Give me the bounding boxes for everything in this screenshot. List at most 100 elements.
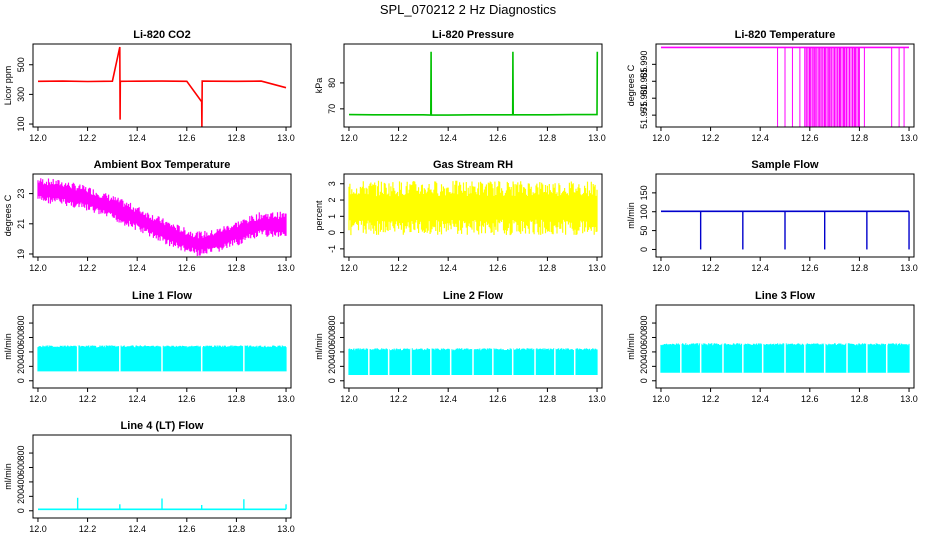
y-tick-label: 19 (16, 249, 26, 259)
panel-title-pressure: Li-820 Pressure (432, 29, 514, 41)
y-axis-label-line3: ml/min (626, 333, 636, 360)
x-tick-label: 12.0 (652, 263, 670, 273)
figure-title: SPL_070212 2 Hz Diagnostics (379, 2, 557, 17)
x-tick-label: 12.6 (178, 263, 196, 273)
y-axis-label-line4: ml/min (3, 463, 13, 490)
panel-title-box_temp: Ambient Box Temperature (94, 159, 231, 171)
x-tick-label: 12.0 (29, 524, 47, 534)
data-series-pressure (348, 51, 599, 116)
y-axis-label-licor_temp: degrees C (626, 64, 636, 106)
x-tick-label: 12.2 (390, 263, 408, 273)
y-tick-label: 0 (327, 230, 337, 235)
x-tick-label: 12.4 (439, 133, 457, 143)
noise-band-rh (348, 180, 598, 236)
x-tick-label: 12.0 (340, 263, 358, 273)
plot-frame-box_temp (32, 173, 292, 258)
x-tick-label: 13.0 (588, 394, 606, 404)
x-tick-label: 13.0 (900, 133, 918, 143)
y-tick-label: 51.980 (639, 84, 649, 112)
panel-title-licor_temp: Li-820 Temperature (735, 29, 836, 41)
x-tick-label: 13.0 (277, 133, 295, 143)
y-tick-label: 150 (639, 185, 649, 200)
plot-frame-rh (343, 173, 603, 258)
data-series-line4 (38, 497, 287, 511)
data-series-licor_temp (661, 46, 909, 127)
x-tick-label: 13.0 (900, 263, 918, 273)
x-tick-label: 12.2 (390, 394, 408, 404)
x-tick-label: 12.8 (539, 133, 557, 143)
x-tick-label: 12.8 (228, 524, 246, 534)
y-tick-label: 100 (639, 204, 649, 219)
x-tick-label: 12.8 (851, 263, 869, 273)
y-tick-label: 600 (327, 330, 337, 345)
data-series-co2 (37, 46, 287, 128)
panel-title-rh: Gas Stream RH (433, 159, 513, 171)
x-tick-label: 12.4 (128, 133, 146, 143)
x-tick-label: 12.0 (340, 394, 358, 404)
x-tick-label: 12.2 (702, 133, 720, 143)
y-tick-label: 800 (327, 316, 337, 331)
x-tick-label: 13.0 (588, 263, 606, 273)
y-tick-label: 300 (16, 87, 26, 102)
y-tick-label: 0 (16, 378, 26, 383)
panel-sample_flow: Sample Flow 12.0 12.2 12.4 12.6 12.8 13.0 0 50 10… (626, 159, 918, 273)
y-tick-label: 3 (327, 181, 337, 186)
series-line-co2 (37, 46, 287, 128)
x-tick-label: 13.0 (900, 394, 918, 404)
y-tick-label: 200 (16, 489, 26, 504)
x-tick-label: 12.6 (178, 394, 196, 404)
x-tick-label: 12.8 (228, 394, 246, 404)
x-tick-label: 12.4 (128, 263, 146, 273)
panel-line4: Line 4 (LT) Flow 12.0 12.2 12.4 12.6 12.8 13.0… (3, 420, 295, 534)
y-tick-label: 400 (327, 344, 337, 359)
y-tick-label: 51.985 (639, 67, 649, 95)
x-tick-label: 12.6 (178, 133, 196, 143)
panel-title-line4: Line 4 (LT) Flow (121, 420, 204, 432)
noise-band-box_temp (37, 178, 287, 256)
x-tick-label: 12.2 (702, 394, 720, 404)
y-tick-label: 600 (639, 330, 649, 345)
panel-title-co2: Li-820 CO2 (133, 29, 190, 41)
y-axis-label-pressure: kPa (314, 78, 324, 94)
x-tick-label: 12.6 (801, 394, 819, 404)
panel-box_temp: Ambient Box Temperature 12.0 12.2 12.4 12.6 1… (3, 159, 295, 273)
data-series-line2 (348, 348, 598, 376)
y-axis-label-line1: ml/min (3, 333, 13, 360)
x-tick-label: 12.6 (489, 394, 507, 404)
y-tick-label: 500 (16, 57, 26, 72)
x-tick-label: 12.2 (79, 394, 97, 404)
y-tick-label: 21 (16, 219, 26, 229)
y-axis-label-rh: percent (314, 200, 324, 231)
data-series-line3 (660, 343, 910, 373)
x-tick-label: 12.4 (128, 524, 146, 534)
panel-licor_temp: Li-820 Temperature 12.0 12.2 12.4 12.6 12.8 13… (626, 29, 918, 143)
series-line-pressure (348, 51, 599, 116)
x-tick-label: 12.0 (340, 133, 358, 143)
x-tick-label: 12.6 (801, 133, 819, 143)
panel-title-line3: Line 3 Flow (755, 290, 815, 302)
y-tick-label: 1 (327, 214, 337, 219)
data-series-rh (348, 180, 598, 236)
plot-frame-co2 (32, 43, 292, 128)
panel-line2: Line 2 Flow 12.0 12.2 12.4 12.6 12.8 13.0 0 2004… (314, 290, 606, 404)
y-tick-label: 80 (327, 78, 337, 88)
x-tick-label: 12.8 (228, 133, 246, 143)
y-tick-label: 100 (16, 117, 26, 132)
y-tick-label: 23 (16, 189, 26, 199)
x-tick-label: 12.6 (801, 263, 819, 273)
data-series-sample_flow (661, 210, 910, 250)
y-tick-label: 70 (327, 104, 337, 114)
x-tick-label: 12.0 (29, 394, 47, 404)
x-tick-label: 13.0 (277, 394, 295, 404)
x-tick-label: 13.0 (277, 524, 295, 534)
x-tick-label: 12.2 (79, 524, 97, 534)
x-tick-label: 13.0 (277, 263, 295, 273)
panel-line3: Line 3 Flow 12.0 12.2 12.4 12.6 12.8 13.0 0 2004… (626, 290, 918, 404)
y-tick-label: 200 (639, 359, 649, 374)
plot-frame-line3 (655, 304, 915, 389)
x-tick-label: 12.4 (128, 394, 146, 404)
y-tick-label: 50 (639, 226, 649, 236)
x-tick-label: 12.0 (29, 133, 47, 143)
y-tick-label: 800 (639, 316, 649, 331)
